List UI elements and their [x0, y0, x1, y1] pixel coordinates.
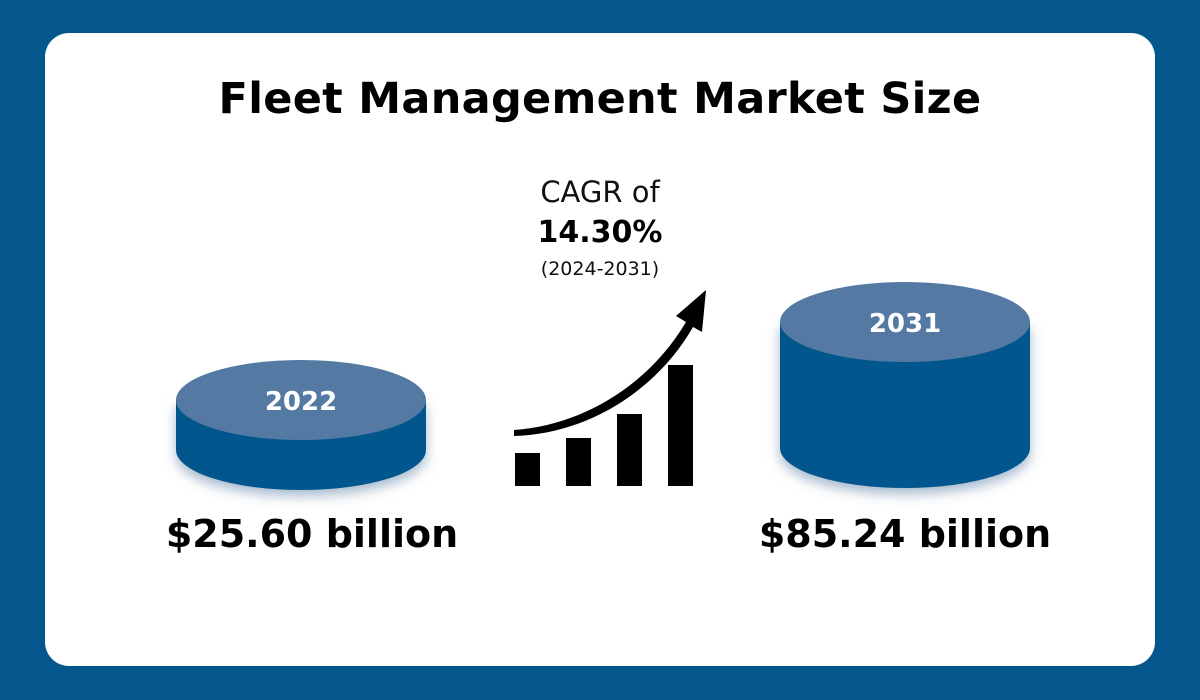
- cagr-period: (2024-2031): [540, 258, 660, 280]
- value-label-2022: $25.60 billion: [165, 512, 459, 556]
- category-label-2031: 2031: [869, 309, 941, 339]
- growth-chart-arrow-icon: [514, 290, 706, 486]
- cylinder-2022-top: [176, 360, 426, 440]
- value-label-2031: $85.24 billion: [758, 512, 1052, 556]
- growth-bar-1: [515, 453, 540, 486]
- cylinder-2022: 2022: [176, 360, 426, 490]
- growth-bar-4: [668, 365, 693, 486]
- cagr-label: CAGR of: [540, 175, 660, 209]
- cylinder-2031-side: [780, 322, 1030, 488]
- cagr-value: 14.30%: [537, 215, 663, 250]
- page-title: Fleet Management Market Size: [218, 74, 982, 124]
- growth-bar-3: [617, 414, 642, 486]
- cylinder-2031-top: [780, 282, 1030, 362]
- growth-arrow: [514, 290, 706, 436]
- category-label-2022: 2022: [265, 387, 337, 417]
- cylinder-2031: 2031: [780, 282, 1030, 488]
- growth-bar-2: [566, 438, 591, 486]
